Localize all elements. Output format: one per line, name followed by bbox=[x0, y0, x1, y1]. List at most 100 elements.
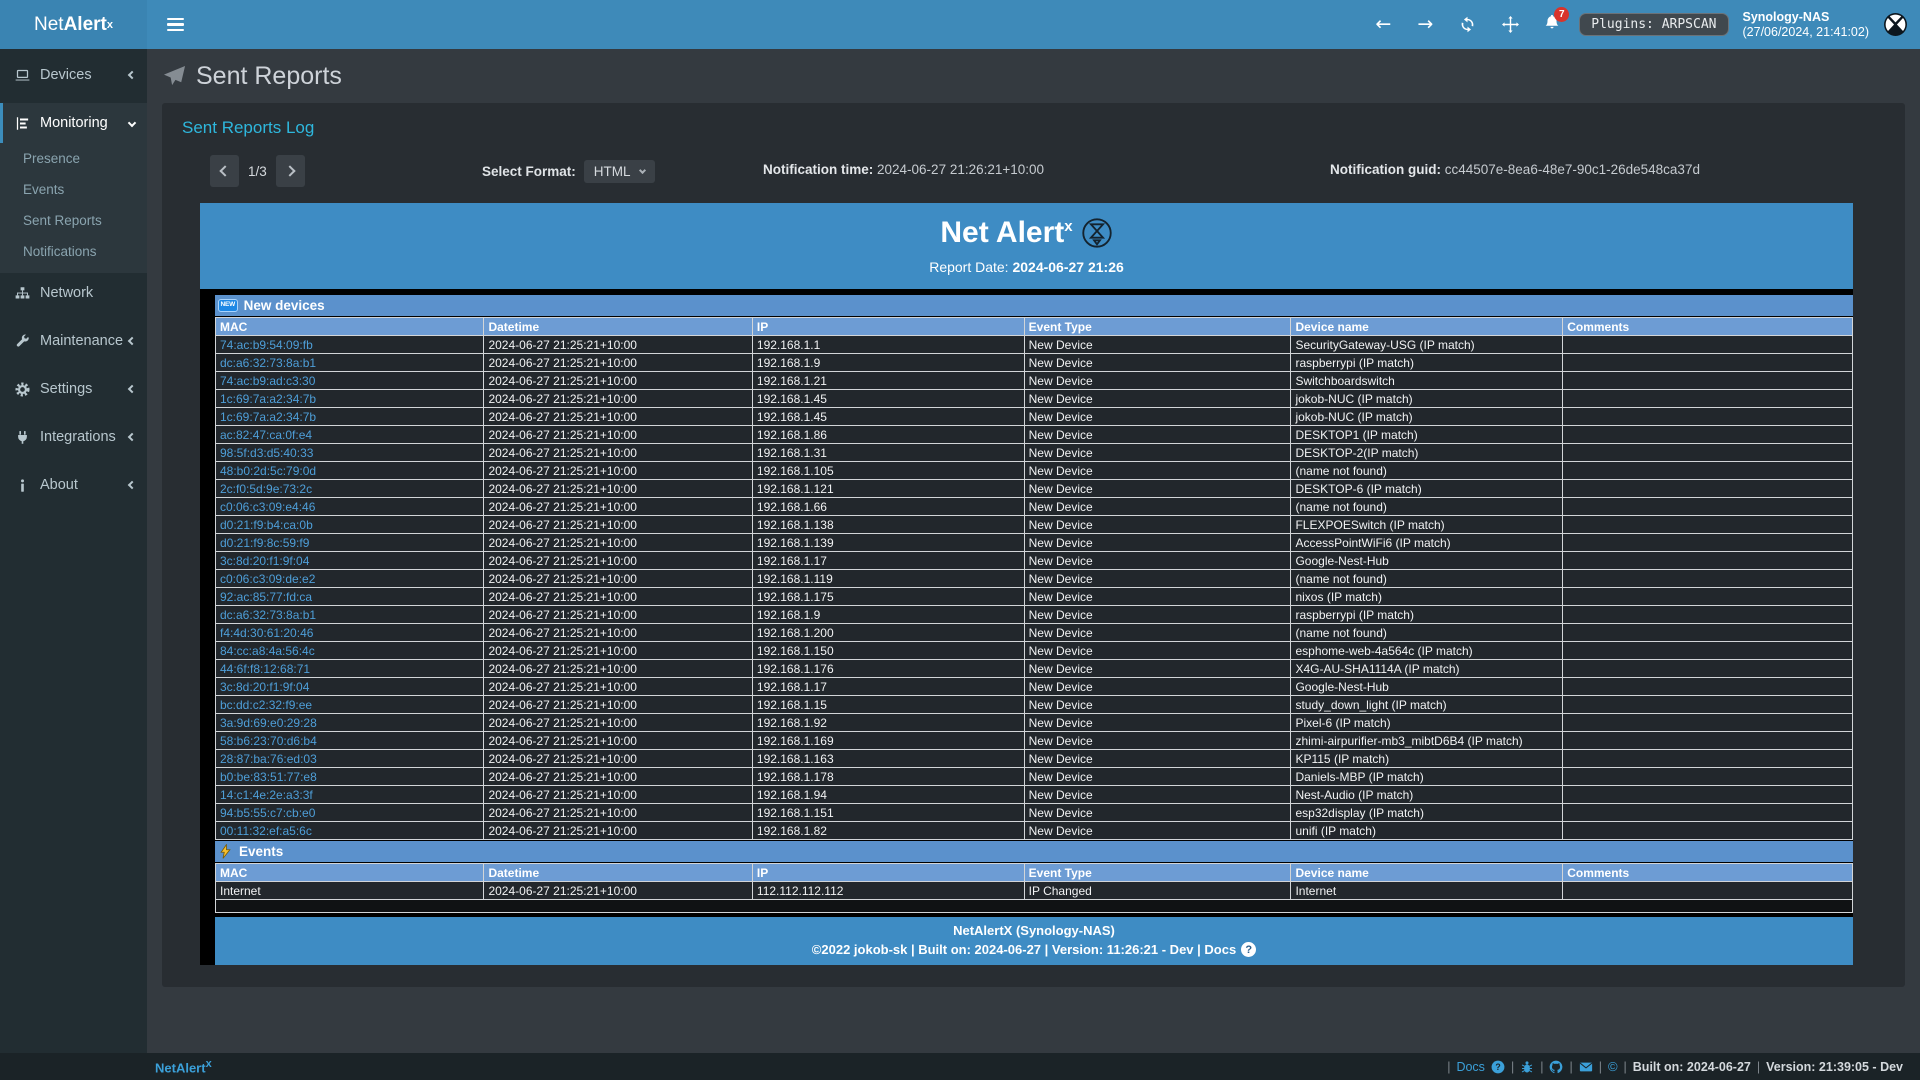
mac-link[interactable]: f4:4d:30:61:20:46 bbox=[214, 623, 485, 642]
report-toolbar: 1/3 Select Format: HTML Notification tim… bbox=[182, 155, 1885, 191]
format-select[interactable]: HTML bbox=[583, 160, 655, 183]
table-cell: SecurityGateway-USG (IP match) bbox=[1290, 335, 1564, 354]
table-cell: Nest-Audio (IP match) bbox=[1290, 785, 1564, 804]
column-header: Event Type bbox=[1023, 863, 1292, 882]
mac-link[interactable]: 3a:9d:69:e0:29:28 bbox=[214, 713, 485, 732]
mac-link[interactable]: 1c:69:7a:a2:34:7b bbox=[214, 389, 485, 408]
footer-brand-link[interactable]: NetAlertx bbox=[155, 1057, 212, 1076]
table-cell: Switchboardswitch bbox=[1290, 371, 1564, 390]
table-cell bbox=[1562, 641, 1853, 660]
next-page-button[interactable] bbox=[275, 155, 305, 187]
mac-link[interactable]: 44:6f:f8:12:68:71 bbox=[214, 659, 485, 678]
table-cell: unifi (IP match) bbox=[1290, 821, 1564, 840]
mac-link[interactable]: 94:b5:55:c7:cb:e0 bbox=[214, 803, 485, 822]
notifications-bell-button[interactable]: 7 bbox=[1543, 7, 1570, 36]
mac-link[interactable]: 3c:8d:20:f1:9f:04 bbox=[214, 677, 485, 696]
table-cell: study_down_light (IP match) bbox=[1290, 695, 1564, 714]
mac-link[interactable]: ac:82:47:ca:0f:e4 bbox=[214, 425, 485, 444]
nav-forward-button[interactable]: → bbox=[1411, 11, 1439, 38]
table-cell: 192.168.1.45 bbox=[751, 407, 1025, 426]
sidebar-item-about[interactable]: About bbox=[0, 465, 147, 505]
avatar[interactable] bbox=[1883, 12, 1908, 37]
table-cell: 2024-06-27 21:25:21+10:00 bbox=[483, 695, 753, 714]
mac-link[interactable]: d0:21:f9:8c:59:f9 bbox=[214, 533, 485, 552]
fullscreen-move-button[interactable] bbox=[1496, 12, 1525, 37]
license-copyright-icon[interactable]: © bbox=[1607, 1059, 1618, 1074]
github-icon[interactable] bbox=[1549, 1060, 1563, 1074]
sidebar-item-integrations[interactable]: Integrations bbox=[0, 417, 147, 457]
table-cell: 2024-06-27 21:25:21+10:00 bbox=[483, 767, 753, 786]
table-cell bbox=[1562, 479, 1853, 498]
table-cell: esp32display (IP match) bbox=[1290, 803, 1564, 822]
mac-link[interactable]: c0:06:c3:09:e4:46 bbox=[214, 497, 485, 516]
refresh-button[interactable] bbox=[1453, 12, 1482, 37]
table-cell: 2024-06-27 21:25:21+10:00 bbox=[483, 713, 753, 732]
mac-link[interactable]: 58:b6:23:70:d6:b4 bbox=[214, 731, 485, 750]
info-icon bbox=[15, 478, 32, 493]
mac-link[interactable]: bc:dd:c2:32:f9:ee bbox=[214, 695, 485, 714]
mac-link[interactable]: dc:a6:32:73:8a:b1 bbox=[214, 353, 485, 372]
mac-link[interactable]: 2c:f0:5d:9e:73:2c bbox=[214, 479, 485, 498]
sidebar-toggle-button[interactable] bbox=[161, 9, 190, 41]
mac-link[interactable]: 84:cc:a8:4a:56:4c bbox=[214, 641, 485, 660]
question-circle-icon[interactable]: ? bbox=[1241, 942, 1257, 957]
mac-link[interactable]: 1c:69:7a:a2:34:7b bbox=[214, 407, 485, 426]
table-cell: New Device bbox=[1023, 821, 1292, 840]
mac-link[interactable]: 14:c1:4e:2e:a3:3f bbox=[214, 785, 485, 804]
mac-link[interactable]: 00:11:32:ef:a5:6c bbox=[214, 821, 485, 840]
mac-link[interactable]: c0:06:c3:09:de:e2 bbox=[214, 569, 485, 588]
events-table: MAC Datetime IP Event Type Device name Commen… bbox=[214, 863, 1853, 913]
email-icon[interactable] bbox=[1579, 1060, 1593, 1074]
sidebar-item-notifications[interactable]: Notifications bbox=[23, 244, 97, 259]
table-row: 14:c1:4e:2e:a3:3f 2024-06-27 21:25:21+10:… bbox=[214, 785, 1853, 804]
section-title: Events bbox=[239, 844, 284, 859]
report-brand: Net Alertx bbox=[200, 216, 1853, 250]
mac-link[interactable]: d0:21:f9:b4:ca:0b bbox=[214, 515, 485, 534]
table-cell bbox=[1562, 569, 1853, 588]
sidebar-item-events[interactable]: Events bbox=[23, 182, 65, 197]
mac-link[interactable]: 92:ac:85:77:fd:ca bbox=[214, 587, 485, 606]
mac-link[interactable]: 74:ac:b9:ad:c3:30 bbox=[214, 371, 485, 390]
mac-link[interactable]: 3c:8d:20:f1:9f:04 bbox=[214, 551, 485, 570]
sidebar-item-network[interactable]: Network bbox=[0, 273, 147, 313]
sent-reports-log-link[interactable]: Sent Reports Log bbox=[182, 118, 315, 137]
table-cell: 192.168.1.169 bbox=[751, 731, 1025, 750]
mac-link[interactable]: 74:ac:b9:54:09:fb bbox=[214, 335, 485, 354]
section-title: New devices bbox=[243, 298, 325, 313]
table-row: 92:ac:85:77:fd:ca 2024-06-27 21:25:21+10:… bbox=[214, 587, 1853, 606]
plugins-badge[interactable]: Plugins: ARPSCAN bbox=[1579, 13, 1729, 36]
app-logo[interactable]: Net Alert x bbox=[0, 0, 147, 49]
table-cell bbox=[1562, 425, 1853, 444]
table-cell: 2024-06-27 21:25:21+10:00 bbox=[483, 569, 753, 588]
table-row: 48:b0:2d:5c:79:0d 2024-06-27 21:25:21+10:… bbox=[214, 461, 1853, 480]
bug-report-icon[interactable] bbox=[1520, 1060, 1534, 1074]
table-row: c0:06:c3:09:e4:46 2024-06-27 21:25:21+10:… bbox=[214, 497, 1853, 516]
mac-link[interactable]: 28:87:ba:76:ed:03 bbox=[214, 749, 485, 768]
mac-link[interactable]: 48:b0:2d:5c:79:0d bbox=[214, 461, 485, 480]
chevron-right-icon bbox=[284, 165, 296, 177]
table-cell: New Device bbox=[1023, 587, 1292, 606]
question-circle-icon[interactable]: ? bbox=[1491, 1060, 1505, 1074]
nav-back-button[interactable]: ← bbox=[1369, 11, 1397, 38]
paper-plane-icon bbox=[163, 65, 186, 86]
mac-link[interactable]: 98:5f:d3:d5:40:33 bbox=[214, 443, 485, 462]
avatar-logo-icon bbox=[1884, 13, 1907, 36]
sidebar-item-maintenance[interactable]: Maintenance bbox=[0, 321, 147, 361]
sidebar-item-monitoring[interactable]: Monitoring bbox=[0, 103, 147, 143]
table-cell bbox=[1562, 767, 1853, 786]
sidebar-item-devices[interactable]: Devices bbox=[0, 55, 147, 95]
docs-link[interactable]: Docs bbox=[1456, 1059, 1485, 1074]
sidebar-item-settings[interactable]: Settings bbox=[0, 369, 147, 409]
table-cell: New Device bbox=[1023, 497, 1292, 516]
mac-link[interactable]: dc:a6:32:73:8a:b1 bbox=[214, 605, 485, 624]
table-cell: 2024-06-27 21:25:21+10:00 bbox=[483, 497, 753, 516]
sidebar-item-presence[interactable]: Presence bbox=[23, 151, 81, 166]
mac-link[interactable]: b0:be:83:51:77:e8 bbox=[214, 767, 485, 786]
host-info: Synology-NAS (27/06/2024, 21:41:02) bbox=[1743, 10, 1870, 40]
prev-page-button[interactable] bbox=[210, 155, 239, 187]
table-row: 00:11:32:ef:a5:6c 2024-06-27 21:25:21+10:… bbox=[214, 821, 1853, 840]
sidebar-item-sent-reports[interactable]: Sent Reports bbox=[23, 213, 102, 228]
table-cell: New Device bbox=[1023, 749, 1292, 768]
top-navbar: Net Alert x ← → 7 Plugins: ARPSCAN bbox=[0, 0, 1920, 49]
